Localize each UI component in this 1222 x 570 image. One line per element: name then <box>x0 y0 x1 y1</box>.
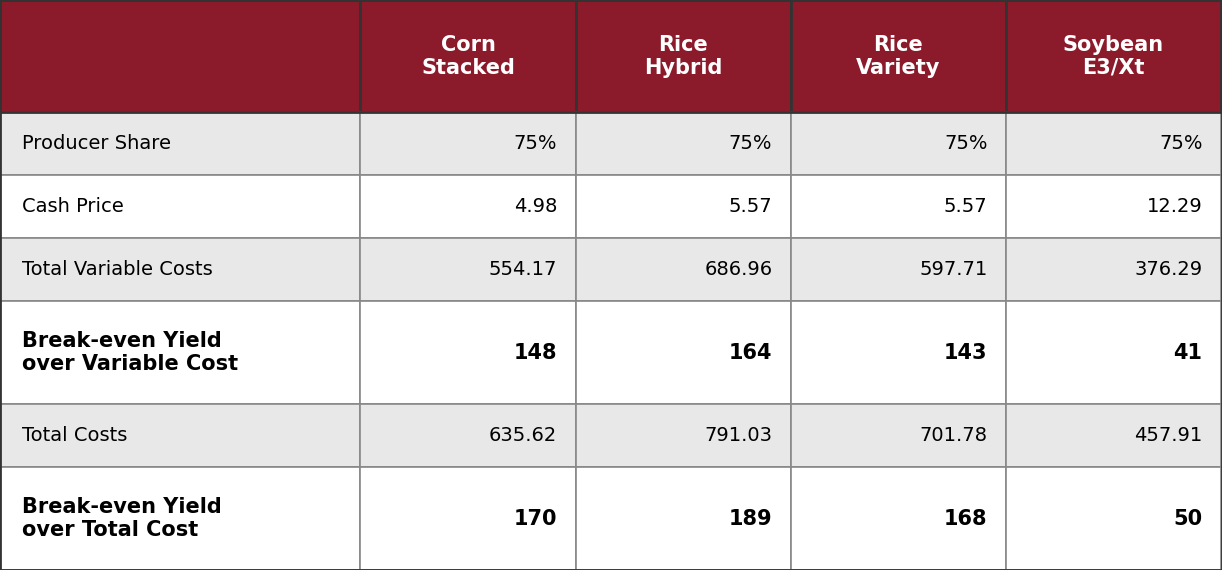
Bar <box>576 0 791 112</box>
Text: 168: 168 <box>943 508 987 528</box>
Bar <box>360 404 576 467</box>
Text: 189: 189 <box>728 508 772 528</box>
Text: 75%: 75% <box>728 135 772 153</box>
Bar <box>1006 404 1221 467</box>
Text: 5.57: 5.57 <box>943 197 987 217</box>
Text: 75%: 75% <box>513 135 557 153</box>
Bar <box>576 404 791 467</box>
Bar <box>791 238 1006 302</box>
Bar <box>791 404 1006 467</box>
Bar <box>1006 112 1221 176</box>
Text: 686.96: 686.96 <box>704 260 772 279</box>
Text: Total Variable Costs: Total Variable Costs <box>22 260 213 279</box>
Text: Total Costs: Total Costs <box>22 426 127 445</box>
Text: 170: 170 <box>513 508 557 528</box>
Text: 5.57: 5.57 <box>728 197 772 217</box>
Text: 701.78: 701.78 <box>919 426 987 445</box>
Bar <box>0 467 360 570</box>
Text: 164: 164 <box>728 343 772 363</box>
Bar <box>576 176 791 238</box>
Text: 4.98: 4.98 <box>514 197 557 217</box>
Text: Break-even Yield
over Variable Cost: Break-even Yield over Variable Cost <box>22 331 238 374</box>
Text: 554.17: 554.17 <box>489 260 557 279</box>
Text: 791.03: 791.03 <box>704 426 772 445</box>
Text: Rice
Variety: Rice Variety <box>855 35 941 78</box>
Bar <box>360 176 576 238</box>
Bar <box>576 467 791 570</box>
Bar <box>0 0 360 112</box>
Text: 75%: 75% <box>1158 135 1202 153</box>
Bar <box>1006 467 1221 570</box>
Text: Corn
Stacked: Corn Stacked <box>422 35 514 78</box>
Bar <box>791 467 1006 570</box>
Bar <box>0 302 360 404</box>
Text: 597.71: 597.71 <box>919 260 987 279</box>
Text: 12.29: 12.29 <box>1146 197 1202 217</box>
Bar <box>0 112 360 176</box>
Text: 41: 41 <box>1173 343 1202 363</box>
Text: 148: 148 <box>513 343 557 363</box>
Text: 457.91: 457.91 <box>1134 426 1202 445</box>
Bar <box>791 302 1006 404</box>
Bar <box>576 238 791 302</box>
Bar <box>360 0 576 112</box>
Bar <box>360 302 576 404</box>
Bar <box>791 176 1006 238</box>
Text: Rice
Hybrid: Rice Hybrid <box>644 35 722 78</box>
Bar <box>1006 238 1221 302</box>
Bar <box>0 404 360 467</box>
Bar <box>0 176 360 238</box>
Text: 143: 143 <box>943 343 987 363</box>
Bar <box>360 467 576 570</box>
Text: 635.62: 635.62 <box>489 426 557 445</box>
Bar <box>1006 0 1221 112</box>
Bar <box>1006 302 1221 404</box>
Text: Break-even Yield
over Total Cost: Break-even Yield over Total Cost <box>22 497 221 540</box>
Text: Soybean
E3/Xt: Soybean E3/Xt <box>1063 35 1163 78</box>
Bar <box>360 112 576 176</box>
Bar <box>791 0 1006 112</box>
Bar <box>576 112 791 176</box>
Text: 376.29: 376.29 <box>1134 260 1202 279</box>
Text: Cash Price: Cash Price <box>22 197 123 217</box>
Bar <box>360 238 576 302</box>
Bar <box>0 238 360 302</box>
Bar <box>791 112 1006 176</box>
Text: 50: 50 <box>1173 508 1202 528</box>
Bar <box>1006 176 1221 238</box>
Bar <box>576 302 791 404</box>
Text: Producer Share: Producer Share <box>22 135 171 153</box>
Text: 75%: 75% <box>943 135 987 153</box>
